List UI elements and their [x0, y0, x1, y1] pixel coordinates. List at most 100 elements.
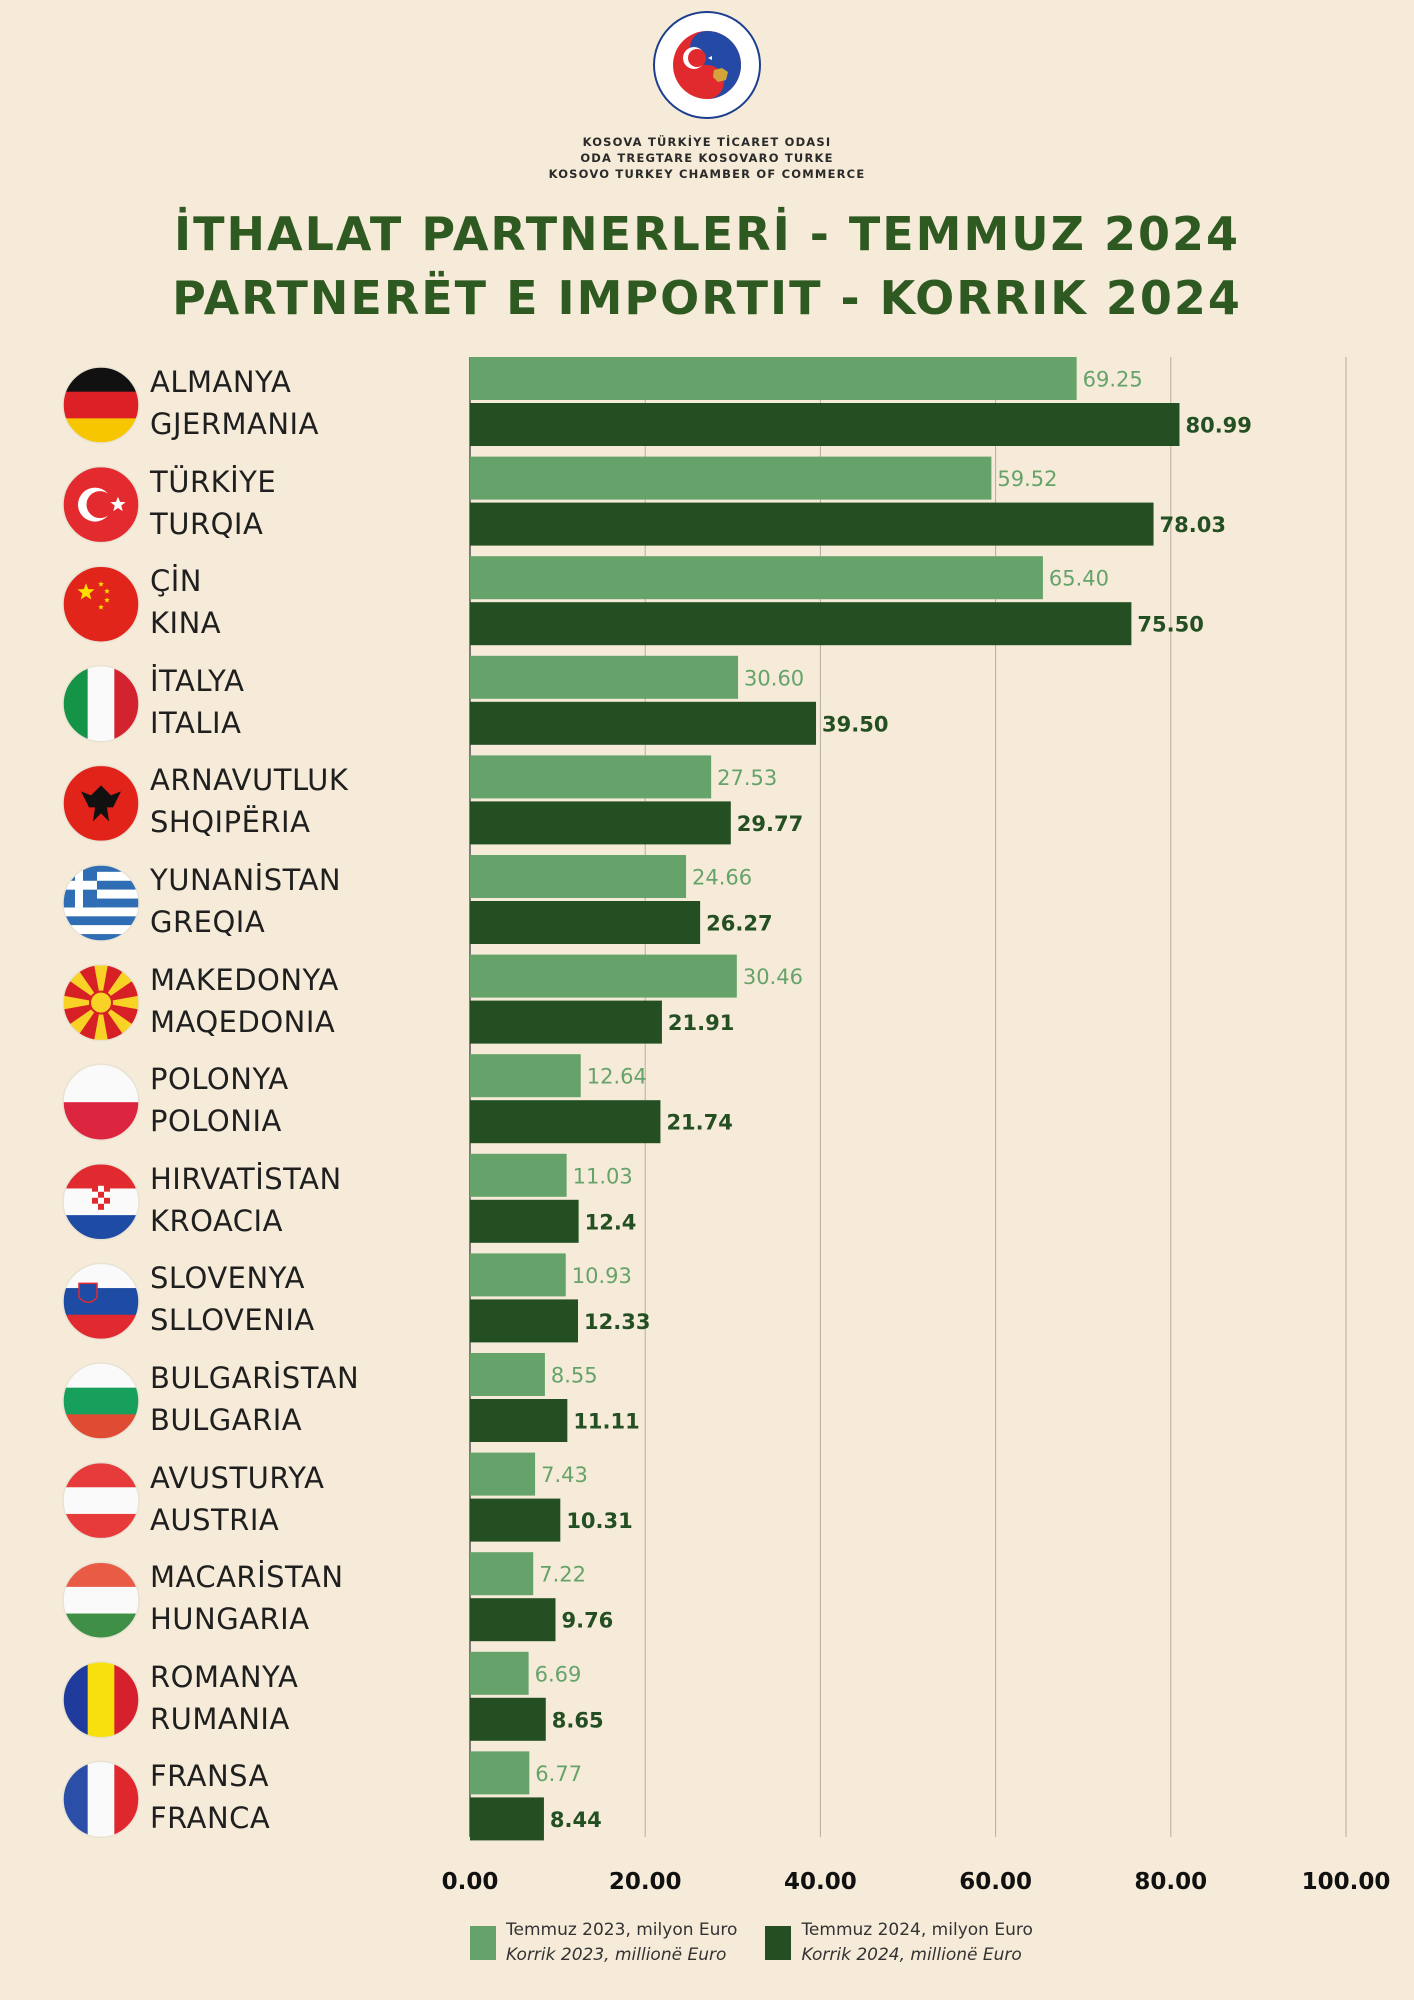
data-label-2024: 8.44: [550, 1808, 602, 1832]
data-label-2024: 26.27: [706, 912, 772, 936]
country-name-sq: POLONIA: [150, 1104, 282, 1139]
org-name-sq: ODA TREGTARE KOSOVARO TURKE: [580, 151, 834, 165]
data-label-2024: 80.99: [1185, 414, 1251, 438]
legend: Temmuz 2023, milyon Euro Korrik 2023, mi…: [470, 1918, 1033, 1968]
data-label-2023: 6.77: [535, 1762, 582, 1786]
data-label-2024: 10.31: [566, 1509, 632, 1533]
greece-flag-icon: [62, 864, 140, 942]
data-label-2023: 24.66: [692, 866, 752, 890]
country-name-sq: KROACIA: [150, 1203, 283, 1238]
data-label-2024: 11.11: [573, 1410, 639, 1434]
title-line-tr: İTHALAT PARTNERLERİ - TEMMUZ 2024: [174, 207, 1240, 261]
bar-2024: [470, 1697, 546, 1741]
data-label-2024: 12.4: [585, 1210, 637, 1234]
albania-flag-icon: [62, 764, 140, 843]
bar-2024: [470, 901, 701, 944]
data-label-2023: 65.40: [1049, 567, 1109, 591]
country-name-sq: SHQIPËRIA: [150, 805, 311, 840]
x-tick-label: 100.00: [1302, 1869, 1391, 1895]
bar-2023: [470, 1253, 566, 1297]
country-label: SLOVENYA SLLOVENIA: [150, 1257, 315, 1341]
country-name-tr: ROMANYA: [150, 1659, 299, 1694]
country-label: ARNAVUTLUK SHQIPËRIA: [150, 759, 348, 843]
north-macedonia-flag-icon: [62, 963, 140, 1042]
country-label: MAKEDONYA MAQEDONIA: [150, 959, 339, 1043]
slovenia-flag-icon: [62, 1262, 140, 1341]
country-name-tr: ARNAVUTLUK: [150, 763, 349, 798]
title-line-sq: PARTNERËT E IMPORTIT - KORRIK 2024: [172, 271, 1242, 325]
data-label-2024: 8.65: [552, 1708, 604, 1732]
country-name-tr: BULGARİSTAN: [150, 1361, 360, 1395]
country-name-sq: BULGARIA: [150, 1403, 303, 1437]
data-label-2024: 12.33: [584, 1310, 650, 1334]
bar-2024: [470, 1598, 556, 1642]
bar-2024: [470, 403, 1180, 446]
data-label-2023: 11.03: [573, 1164, 633, 1188]
chart-title: İTHALAT PARTNERLERİ - TEMMUZ 2024 PARTNE…: [0, 202, 1414, 330]
legend-label-2023-tr: Temmuz 2023, milyon Euro: [506, 1920, 738, 1940]
data-label-2023: 69.25: [1083, 368, 1143, 392]
poland-flag-icon: [62, 1063, 140, 1141]
country-name-sq: HUNGARIA: [150, 1602, 310, 1637]
data-label-2023: 8.55: [551, 1364, 598, 1388]
country-name-tr: HIRVATİSTAN: [150, 1161, 342, 1196]
country-name-sq: GJERMANIA: [150, 407, 319, 441]
country-name-sq: SLLOVENIA: [150, 1303, 315, 1338]
country-name-tr: İTALYA: [150, 663, 245, 698]
bar-2023: [470, 755, 712, 799]
bar-2023: [470, 1552, 534, 1596]
croatia-flag-icon: [62, 1163, 140, 1241]
data-label-2023: 6.69: [535, 1662, 582, 1686]
chamber-logo: [653, 11, 761, 119]
bar-2024: [470, 801, 731, 845]
country-label: AVUSTURYA AUSTRIA: [150, 1457, 325, 1541]
bar-2024: [470, 1399, 568, 1442]
data-label-2024: 39.50: [822, 712, 888, 736]
country-name-sq: TURQIA: [150, 506, 264, 541]
country-name-tr: POLONYA: [150, 1062, 289, 1097]
bar-2023: [470, 556, 1043, 600]
austria-flag-icon: [62, 1461, 140, 1540]
romania-flag-icon: [62, 1661, 140, 1739]
data-label-2023: 7.43: [541, 1463, 588, 1487]
x-tick-label: 40.00: [784, 1869, 857, 1895]
country-name-tr: MAKEDONYA: [150, 962, 339, 997]
data-label-2023: 7.22: [539, 1563, 586, 1587]
country-label: ROMANYA RUMANIA: [150, 1656, 298, 1740]
data-label-2023: 59.52: [997, 467, 1057, 491]
data-label-2023: 12.64: [587, 1065, 647, 1089]
bar-2023: [470, 855, 687, 898]
data-label-2024: 75.50: [1137, 613, 1203, 637]
country-name-tr: TÜRKİYE: [150, 464, 277, 499]
org-name-en: KOSOVO TURKEY CHAMBER OF COMMERCE: [548, 167, 866, 181]
legend-swatch-2024: [765, 1926, 792, 1960]
bar-2023: [470, 954, 737, 998]
legend-label-2024-tr: Temmuz 2024, milyon Euro: [801, 1920, 1033, 1940]
legend-label-2023-sq: Korrik 2023, millionë Euro: [506, 1945, 727, 1965]
header: KOSOVA TÜRKİYE TİCARET ODASI ODA TREGTAR…: [0, 10, 1414, 330]
hungary-flag-icon: [62, 1561, 140, 1639]
bar-2023: [470, 456, 992, 500]
turkey-flag-icon: [62, 465, 140, 544]
bar-2024: [470, 1299, 579, 1343]
bar-2023: [470, 1054, 581, 1098]
x-tick-label: 60.00: [959, 1869, 1032, 1895]
country-name-sq: KINA: [150, 606, 222, 641]
bar-2023: [470, 1353, 545, 1396]
bar-2023: [470, 655, 739, 699]
country-name-tr: AVUSTURYA: [150, 1460, 325, 1495]
legend-item-2024: Temmuz 2024, milyon Euro Korrik 2024, mi…: [765, 1918, 1033, 1968]
bar-2023: [470, 1751, 530, 1795]
data-label-2024: 78.03: [1160, 513, 1226, 537]
china-flag-icon: [62, 565, 140, 643]
x-tick-label: 0.00: [442, 1869, 499, 1895]
country-name-sq: GREQIA: [150, 905, 266, 939]
bar-2024: [470, 1199, 579, 1243]
bar-2024: [470, 1100, 661, 1144]
data-label-2023: 30.46: [743, 965, 803, 989]
x-tick-label: 80.00: [1134, 1869, 1207, 1895]
country-label: HIRVATİSTAN KROACIA: [150, 1158, 342, 1242]
legend-swatch-2023: [470, 1926, 496, 1960]
bar-2024: [470, 1797, 544, 1841]
